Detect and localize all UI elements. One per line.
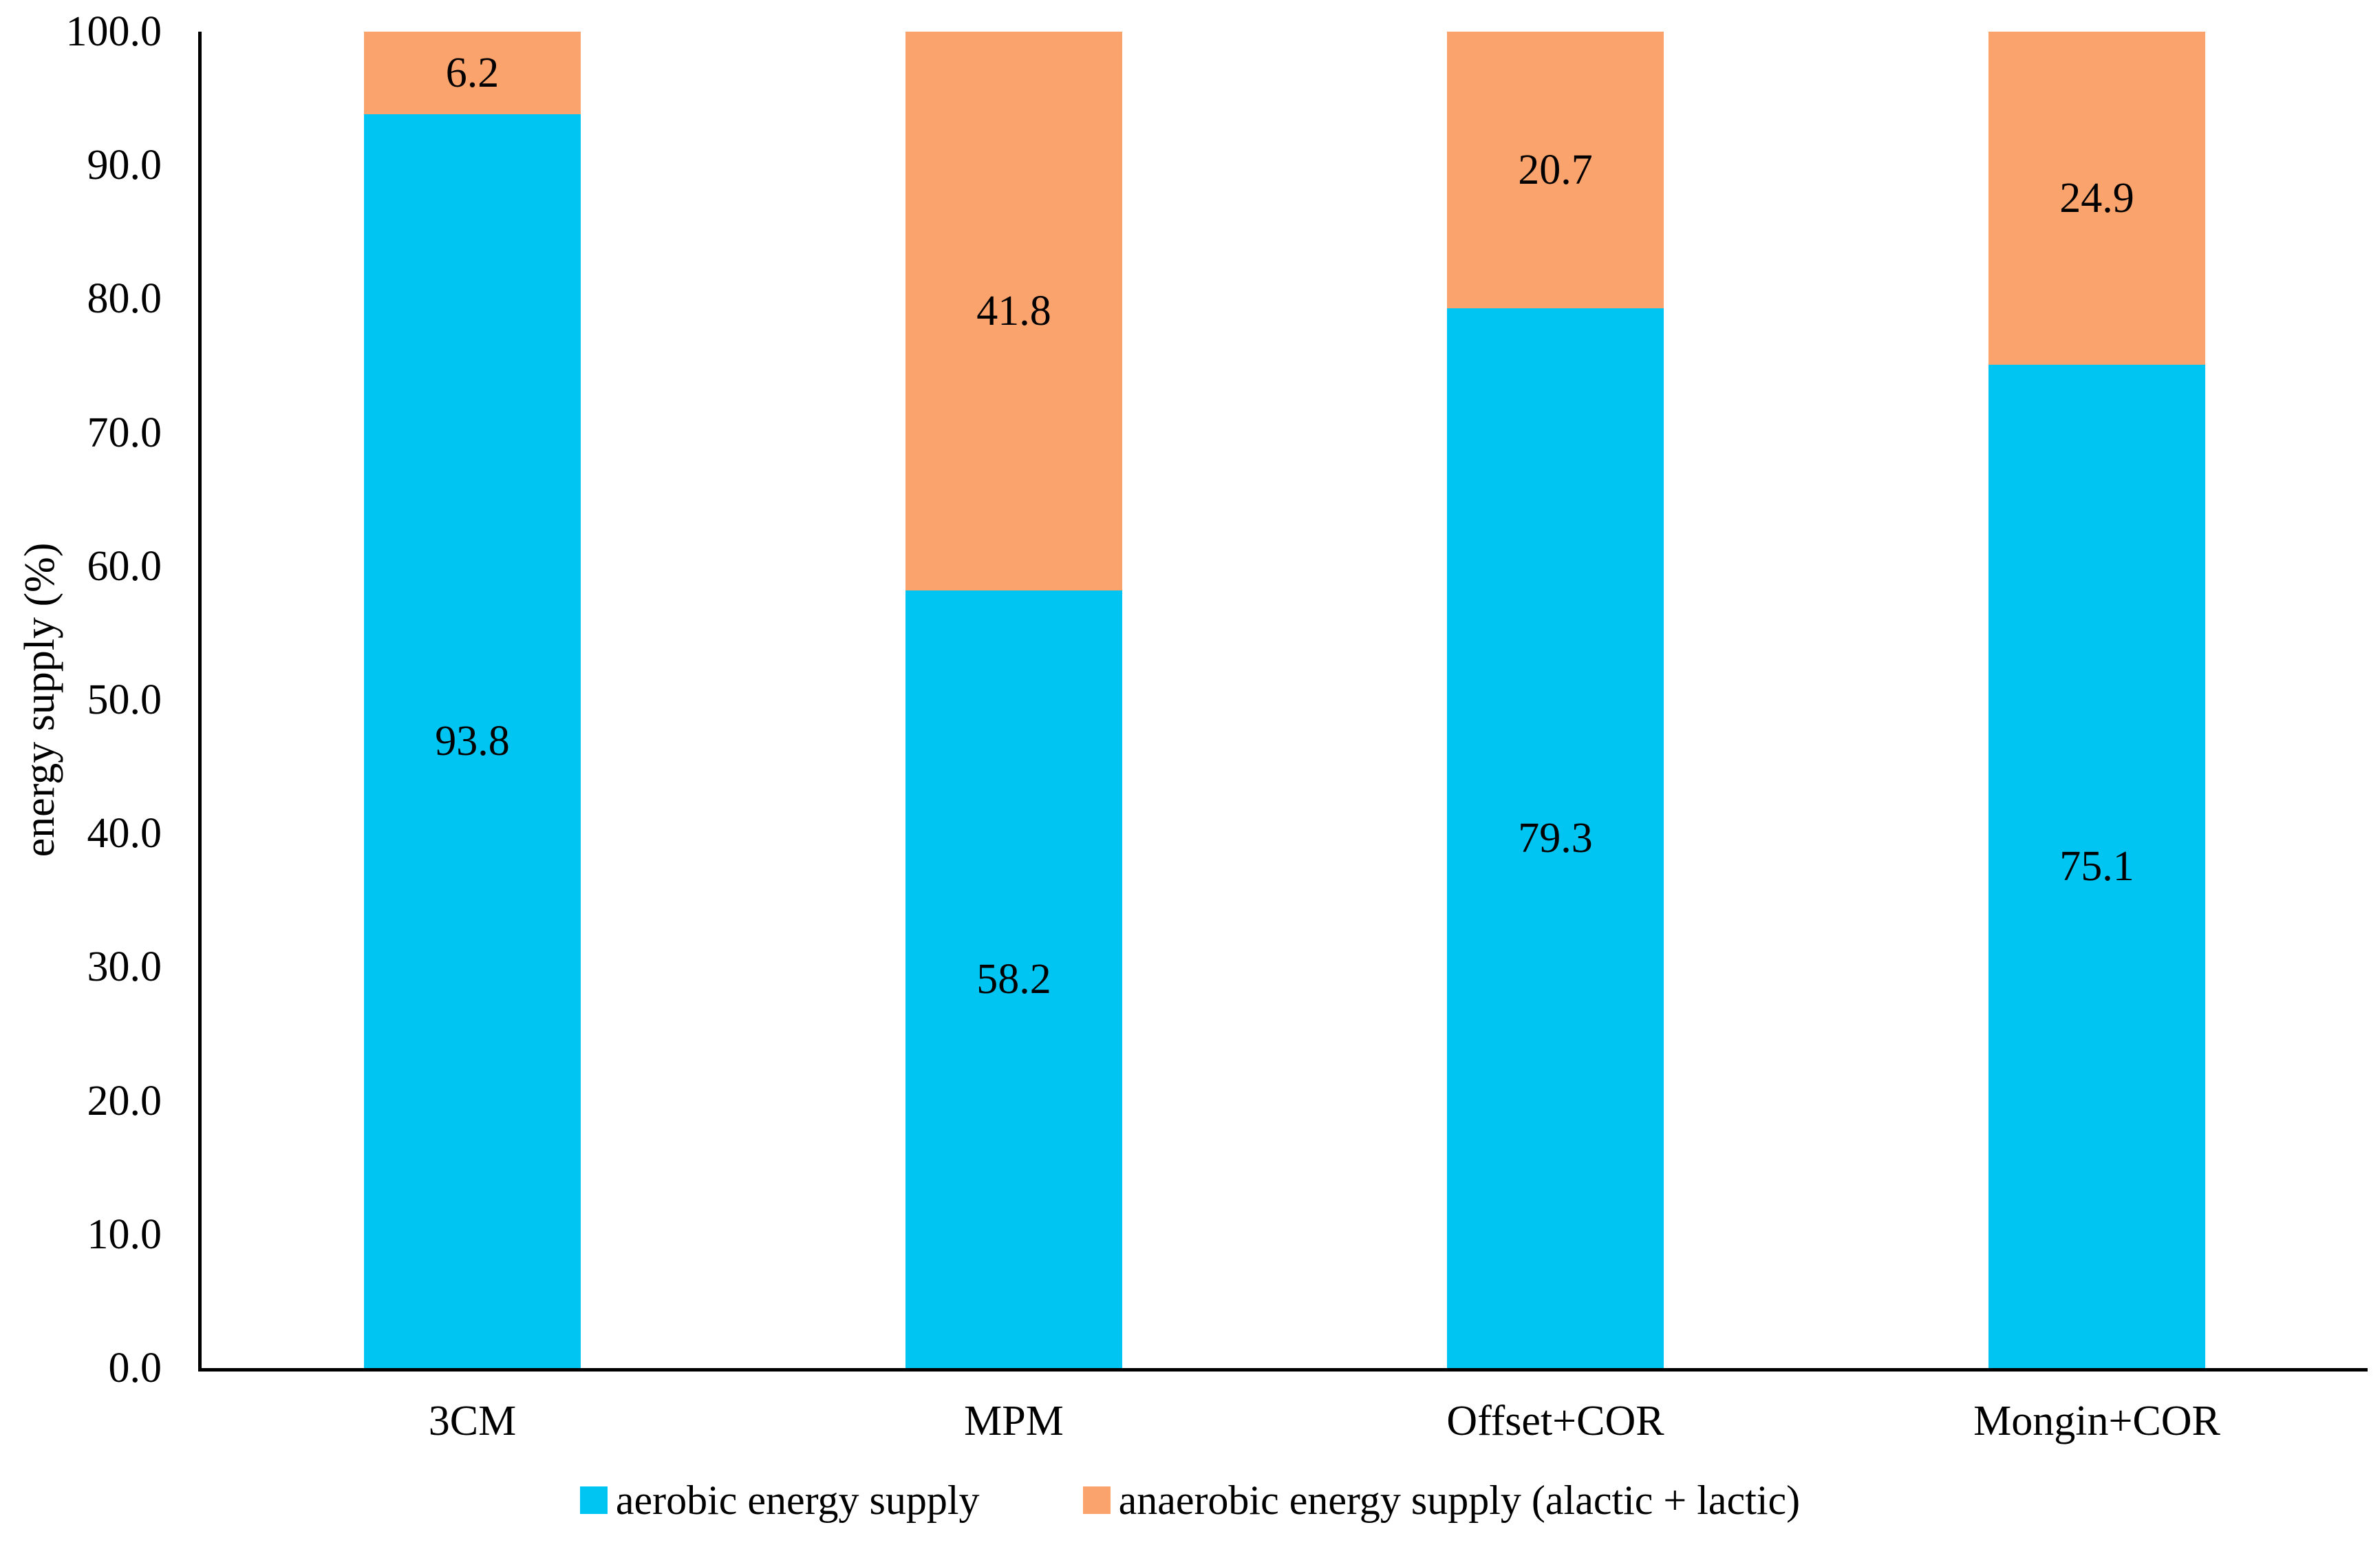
bar-value-label: 6.2 [445, 50, 500, 97]
y-axis-tick-label: 20.0 [87, 1077, 162, 1124]
bar-segment-Mongin+COR-anaerobic: 24.9 [1988, 32, 2205, 365]
y-axis-tick-label: 40.0 [87, 810, 162, 857]
bar-value-label: 93.8 [435, 718, 510, 765]
x-axis-category-label-Mongin+COR: Mongin+COR [1973, 1398, 2220, 1444]
bar-segment-3CM-aerobic: 93.8 [364, 114, 581, 1368]
plot-area: 93.8 6.2 58.2 41.8 79.3 20.7 75.1 24.9 [198, 32, 2368, 1372]
legend-label: aerobic energy supply [615, 1477, 980, 1523]
y-axis-tick-label: 0.0 [108, 1345, 162, 1391]
bar-segment-Offset+COR-anaerobic: 20.7 [1447, 32, 1664, 308]
bar-segment-MPM-aerobic: 58.2 [905, 590, 1122, 1368]
bar-value-label: 75.1 [2059, 842, 2134, 890]
x-axis-category-label-MPM: MPM [964, 1398, 1064, 1444]
x-axis-category-label-Offset+COR: Offset+COR [1446, 1398, 1664, 1444]
legend-item-anaerobic: anaerobic energy supply (alactic + lacti… [1082, 1477, 1801, 1523]
bar-segment-MPM-anaerobic: 41.8 [905, 32, 1122, 590]
bar-value-label: 41.8 [976, 287, 1051, 334]
bar-segment-3CM-anaerobic: 6.2 [364, 32, 581, 115]
bar-value-label: 58.2 [976, 955, 1051, 1003]
legend-label: anaerobic energy supply (alactic + lacti… [1118, 1477, 1801, 1523]
y-axis-tick-label: 70.0 [87, 409, 162, 456]
bar-segment-Offset+COR-aerobic: 79.3 [1447, 308, 1664, 1368]
legend-swatch-aerobic [579, 1486, 608, 1514]
y-axis-tick-label: 100.0 [65, 8, 162, 55]
chart-legend: aerobic energy supply anaerobic energy su… [0, 1480, 2380, 1521]
legend-swatch-anaerobic [1082, 1486, 1111, 1514]
bar-value-label: 24.9 [2059, 174, 2134, 222]
bar-segment-Mongin+COR-aerobic: 75.1 [1988, 364, 2205, 1368]
x-axis-category-label-3CM: 3CM [428, 1398, 517, 1444]
y-axis-tick-labels: 0.0 10.0 20.0 30.0 40.0 50.0 60.0 70.0 80.0 90.0 1… [0, 0, 162, 1547]
y-axis-tick-label: 30.0 [87, 943, 162, 991]
legend-item-aerobic: aerobic energy supply [579, 1477, 980, 1523]
bar-value-label: 20.7 [1518, 147, 1593, 193]
y-axis-tick-label: 80.0 [87, 275, 162, 323]
bar-value-label: 79.3 [1518, 815, 1593, 862]
y-axis-tick-label: 60.0 [87, 542, 162, 590]
y-axis-tick-label: 50.0 [87, 676, 162, 723]
y-axis-tick-label: 90.0 [87, 142, 162, 189]
y-axis-tick-label: 10.0 [87, 1210, 162, 1258]
